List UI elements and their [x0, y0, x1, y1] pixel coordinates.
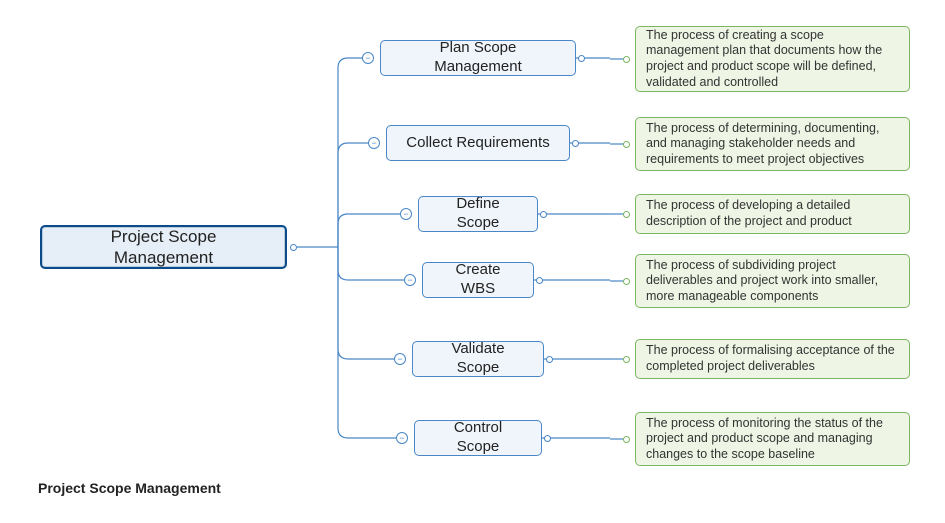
leaf-connector-dot: [623, 141, 630, 148]
process-connector-dot: [578, 55, 585, 62]
leaf-connector-dot: [623, 278, 630, 285]
process-label: Control Scope: [431, 419, 525, 457]
collapse-toggle-icon[interactable]: −: [362, 52, 374, 64]
process-node[interactable]: Plan Scope Management: [380, 40, 576, 76]
description-text: The process of determining, documenting,…: [646, 121, 899, 168]
collapse-toggle-icon[interactable]: −: [404, 274, 416, 286]
description-text: The process of subdividing project deliv…: [646, 258, 899, 305]
process-label: Validate Scope: [429, 340, 527, 378]
description-node[interactable]: The process of determining, documenting,…: [635, 117, 910, 171]
root-node[interactable]: Project Scope Management: [40, 225, 287, 269]
leaf-connector-dot: [623, 211, 630, 218]
process-node[interactable]: Create WBS: [422, 262, 534, 298]
description-text: The process of developing a detailed des…: [646, 198, 899, 229]
description-node[interactable]: The process of creating a scope manageme…: [635, 26, 910, 92]
description-node[interactable]: The process of monitoring the status of …: [635, 412, 910, 466]
footer-title: Project Scope Management: [38, 480, 221, 496]
leaf-connector-dot: [623, 56, 630, 63]
leaf-connector-dot: [623, 356, 630, 363]
process-connector-dot: [544, 435, 551, 442]
description-text: The process of formalising acceptance of…: [646, 343, 899, 374]
collapse-toggle-icon[interactable]: −: [396, 432, 408, 444]
root-label: Project Scope Management: [60, 226, 267, 269]
process-node[interactable]: Collect Requirements: [386, 125, 570, 161]
description-node[interactable]: The process of subdividing project deliv…: [635, 254, 910, 308]
process-label: Define Scope: [435, 195, 521, 233]
process-connector-dot: [572, 140, 579, 147]
root-connector-dot: [290, 244, 297, 251]
collapse-toggle-icon[interactable]: −: [394, 353, 406, 365]
leaf-connector-dot: [623, 436, 630, 443]
process-connector-dot: [546, 356, 553, 363]
description-text: The process of creating a scope manageme…: [646, 28, 899, 91]
description-text: The process of monitoring the status of …: [646, 416, 899, 463]
description-node[interactable]: The process of formalising acceptance of…: [635, 339, 910, 379]
process-connector-dot: [536, 277, 543, 284]
process-label: Collect Requirements: [406, 134, 549, 153]
collapse-toggle-icon[interactable]: −: [368, 137, 380, 149]
process-label: Plan Scope Management: [397, 39, 559, 77]
process-node[interactable]: Control Scope: [414, 420, 542, 456]
process-connector-dot: [540, 211, 547, 218]
process-label: Create WBS: [439, 261, 517, 299]
process-node[interactable]: Define Scope: [418, 196, 538, 232]
process-node[interactable]: Validate Scope: [412, 341, 544, 377]
description-node[interactable]: The process of developing a detailed des…: [635, 194, 910, 234]
collapse-toggle-icon[interactable]: −: [400, 208, 412, 220]
